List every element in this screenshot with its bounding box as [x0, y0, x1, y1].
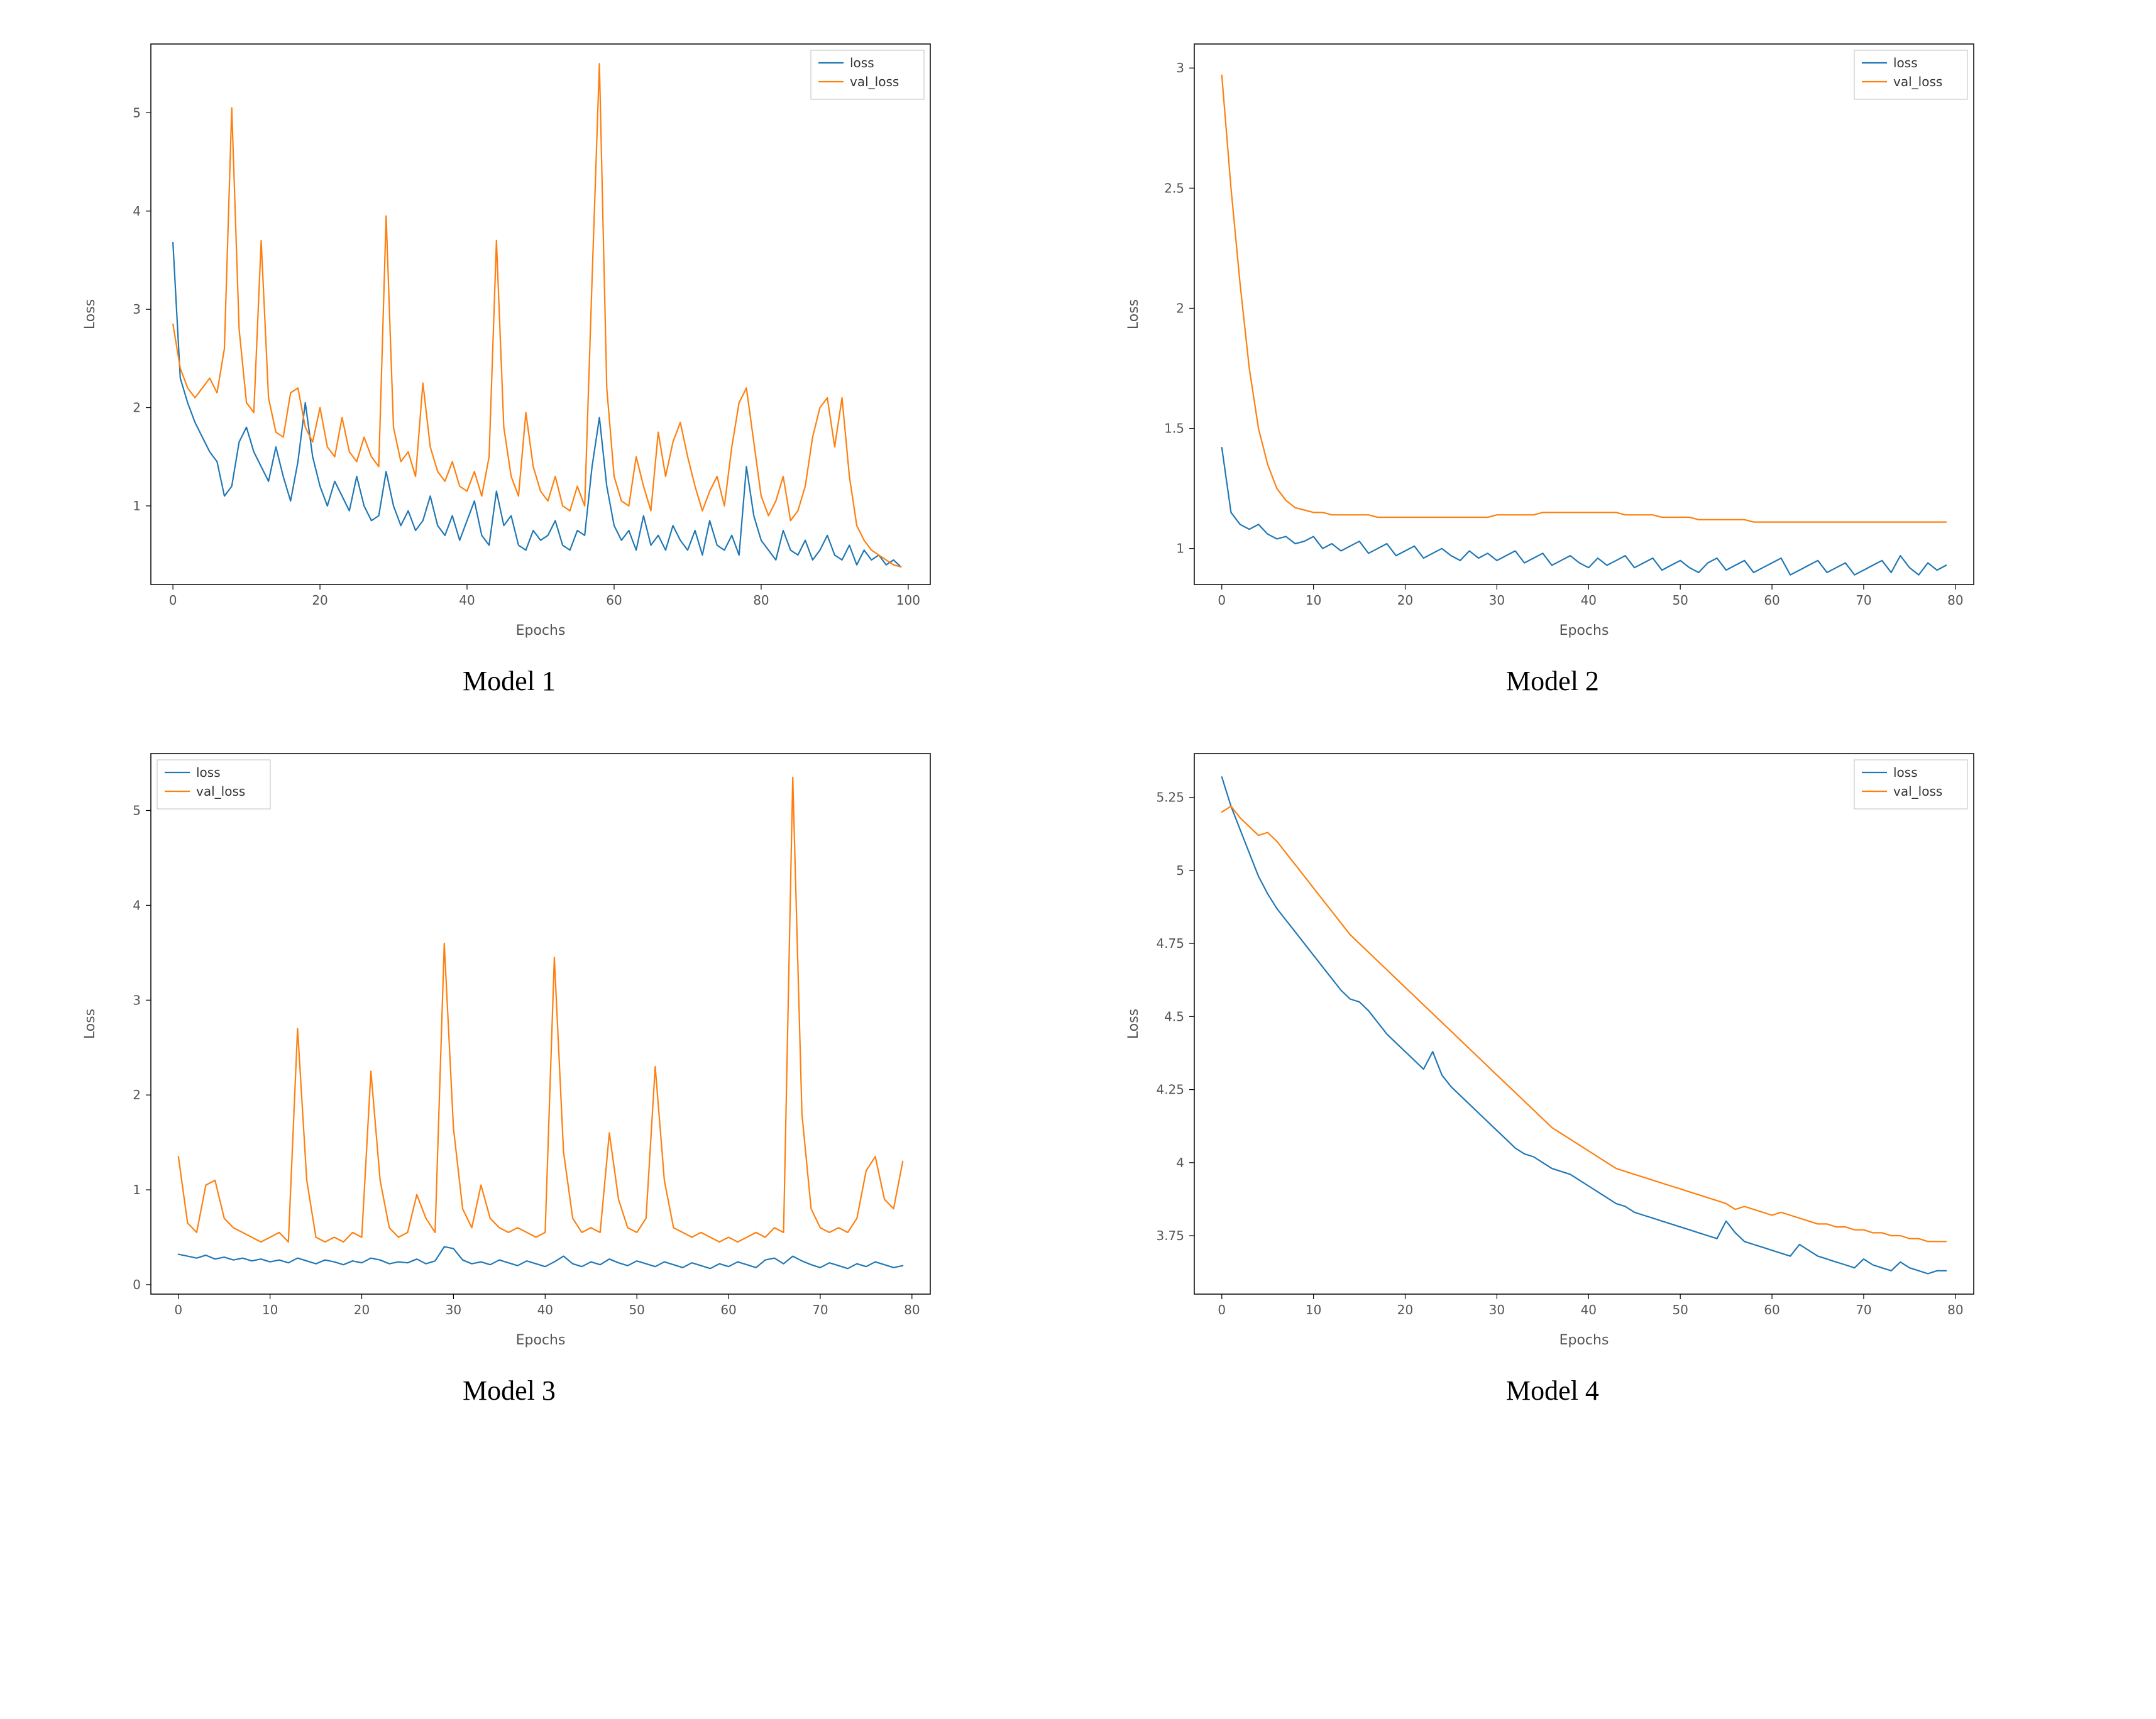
svg-text:60: 60 [720, 1302, 736, 1317]
caption-model2: Model 2 [1506, 665, 1599, 697]
svg-text:Loss: Loss [82, 299, 98, 329]
svg-text:3.75: 3.75 [1156, 1228, 1184, 1243]
svg-text:80: 80 [1947, 1302, 1963, 1317]
svg-text:60: 60 [1764, 1302, 1779, 1317]
svg-text:70: 70 [1856, 1302, 1871, 1317]
svg-text:5.25: 5.25 [1156, 790, 1184, 805]
svg-text:70: 70 [1856, 593, 1871, 608]
svg-text:4: 4 [133, 898, 141, 913]
svg-text:0: 0 [1218, 593, 1226, 608]
svg-text:4.25: 4.25 [1156, 1082, 1184, 1097]
svg-text:Loss: Loss [82, 1009, 98, 1039]
svg-text:Epochs: Epochs [1559, 623, 1609, 639]
svg-text:1: 1 [133, 1182, 141, 1197]
chart-model2: 0 10 20 30 40 50 60 70 80 1 1.5 2 2.5 3 Epochs Loss loss… [1113, 25, 1993, 654]
svg-text:5: 5 [133, 803, 141, 818]
chart-model1: 0 20 40 60 80 100 1 2 3 4 5 Epochs Loss loss val_loss [69, 25, 949, 654]
svg-text:20: 20 [1397, 1302, 1413, 1317]
svg-text:1: 1 [1176, 541, 1184, 556]
svg-text:60: 60 [606, 593, 622, 608]
svg-text:80: 80 [904, 1302, 920, 1317]
svg-text:2.5: 2.5 [1164, 180, 1184, 195]
svg-text:1.5: 1.5 [1164, 421, 1184, 436]
svg-text:val_loss: val_loss [196, 784, 245, 799]
svg-text:100: 100 [896, 593, 920, 608]
chart-model4: 0 10 20 30 40 50 60 70 80 3.75 4 4.25 4.5 4.75 5 5.25 Ep… [1113, 735, 1993, 1363]
svg-text:3: 3 [133, 302, 141, 317]
panel-model2: 0 10 20 30 40 50 60 70 80 1 1.5 2 2.5 3 Epochs Loss loss… [1069, 25, 2037, 697]
svg-text:4: 4 [1176, 1155, 1184, 1170]
svg-text:Epochs: Epochs [516, 1332, 566, 1348]
svg-text:2: 2 [133, 1087, 141, 1102]
svg-text:5: 5 [1176, 863, 1184, 878]
svg-text:4.5: 4.5 [1164, 1009, 1184, 1024]
svg-text:val_loss: val_loss [1893, 74, 1942, 89]
svg-text:10: 10 [262, 1302, 278, 1317]
svg-text:Epochs: Epochs [516, 623, 566, 639]
svg-text:50: 50 [629, 1302, 644, 1317]
svg-text:40: 40 [459, 593, 475, 608]
svg-text:loss: loss [196, 765, 221, 780]
svg-text:50: 50 [1672, 1302, 1688, 1317]
svg-text:10: 10 [1306, 593, 1321, 608]
panel-model1: 02040608010012345EpochsLosslossval_loss … [25, 25, 993, 697]
svg-text:60: 60 [1764, 593, 1779, 608]
chart-model3: 0 10 20 30 40 50 60 70 80 0 1 2 3 4 5 Epochs Loss loss val… [69, 735, 949, 1363]
svg-text:Loss: Loss [1126, 1009, 1141, 1039]
svg-text:0: 0 [174, 1302, 182, 1317]
svg-text:20: 20 [354, 1302, 370, 1317]
svg-text:1: 1 [133, 498, 141, 514]
svg-text:0: 0 [1218, 1302, 1226, 1317]
svg-text:5: 5 [133, 105, 141, 120]
svg-text:val_loss: val_loss [1893, 784, 1942, 799]
svg-text:70: 70 [812, 1302, 828, 1317]
caption-model4: Model 4 [1506, 1375, 1599, 1407]
svg-text:val_loss: val_loss [850, 74, 899, 89]
svg-text:50: 50 [1672, 593, 1688, 608]
svg-text:20: 20 [1397, 593, 1413, 608]
svg-text:30: 30 [446, 1302, 461, 1317]
svg-text:3: 3 [133, 992, 141, 1008]
chart-grid: 02040608010012345EpochsLosslossval_loss … [25, 25, 2037, 1407]
panel-model4: 0 10 20 30 40 50 60 70 80 3.75 4 4.25 4.5 4.75 5 5.25 Ep… [1069, 735, 2037, 1407]
svg-text:2: 2 [133, 400, 141, 415]
svg-text:2: 2 [1176, 300, 1184, 316]
svg-text:loss: loss [1893, 55, 1918, 70]
svg-text:40: 40 [537, 1302, 553, 1317]
svg-text:80: 80 [1947, 593, 1963, 608]
panel-model3: 0 10 20 30 40 50 60 70 80 0 1 2 3 4 5 Epochs Loss loss val… [25, 735, 993, 1407]
svg-text:loss: loss [850, 55, 874, 70]
svg-text:10: 10 [1306, 1302, 1321, 1317]
svg-text:loss: loss [1893, 765, 1918, 780]
caption-model1: Model 1 [463, 665, 556, 697]
svg-text:80: 80 [753, 593, 769, 608]
svg-text:Loss: Loss [1126, 299, 1141, 329]
svg-text:30: 30 [1489, 1302, 1505, 1317]
svg-text:30: 30 [1489, 593, 1505, 608]
svg-text:4.75: 4.75 [1156, 936, 1184, 951]
svg-text:4: 4 [133, 204, 141, 219]
svg-text:20: 20 [312, 593, 327, 608]
svg-text:0: 0 [133, 1277, 141, 1292]
svg-text:0: 0 [169, 593, 177, 608]
svg-text:40: 40 [1581, 1302, 1597, 1317]
svg-text:3: 3 [1176, 60, 1184, 75]
svg-text:40: 40 [1581, 593, 1597, 608]
caption-model3: Model 3 [463, 1375, 556, 1407]
svg-text:Epochs: Epochs [1559, 1332, 1609, 1348]
